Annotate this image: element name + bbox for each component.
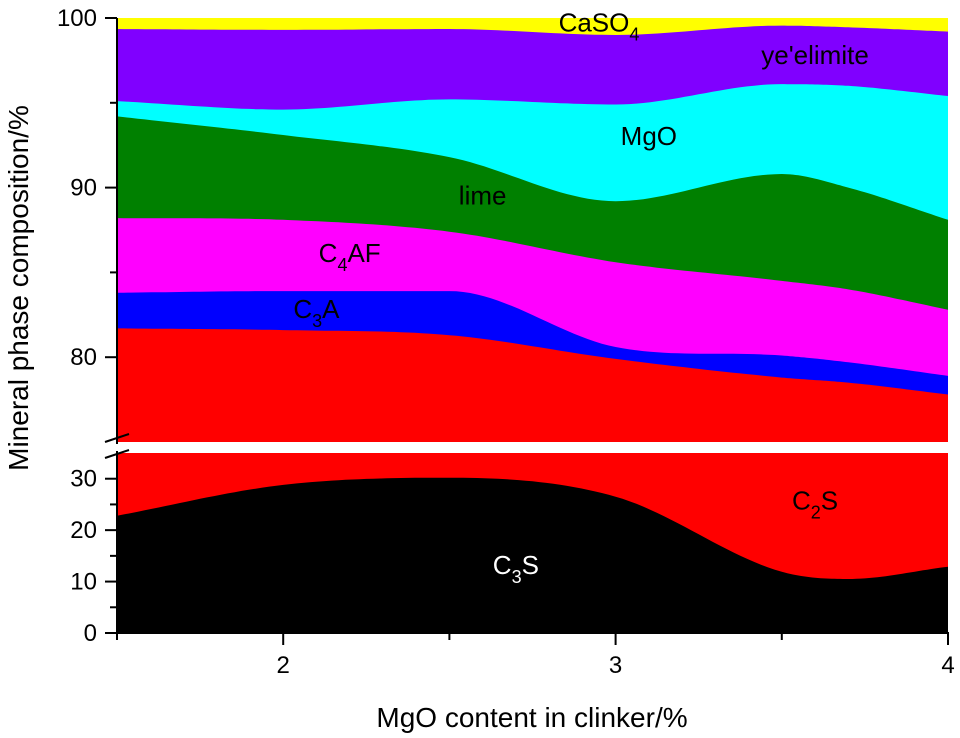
area-label-c2s: C2S	[792, 486, 838, 523]
area-label-c3s: C3S	[493, 550, 539, 587]
y-tick-label: 80	[70, 344, 97, 371]
area-label-lime: lime	[459, 181, 507, 211]
areas-lower-panel	[117, 453, 948, 633]
area-label-caso4: CaSO4	[559, 8, 640, 45]
x-tick-label: 2	[277, 652, 290, 679]
area-labels: CaSO4 ye'elimite MgO lime C4AF C3A C3S C2S	[293, 8, 868, 587]
x-axis-title: MgO content in clinker/%	[376, 702, 687, 733]
x-tick-label: 3	[609, 652, 622, 679]
y-tick-label: 100	[57, 5, 97, 32]
area-label-mgo: MgO	[621, 121, 677, 151]
area-label-yeelimite: ye'elimite	[761, 40, 869, 70]
area-c3s-lower	[117, 477, 948, 633]
axis-break-mark	[104, 433, 130, 443]
y-tick-label: 90	[70, 175, 97, 202]
axis-break-mark	[104, 449, 130, 459]
axes: 80 90 100 0 10 20 30 2 3 4	[57, 5, 955, 679]
y-tick-label: 0	[84, 620, 97, 647]
area-label-c4af: C4AF	[319, 238, 381, 275]
areas-upper-panel	[117, 18, 948, 443]
y-tick-label: 20	[70, 517, 97, 544]
x-tick-label: 4	[941, 652, 954, 679]
area-label-c3a: C3A	[293, 294, 340, 331]
y-tick-label: 10	[70, 569, 97, 596]
area-c2s-upper	[117, 328, 948, 442]
y-tick-label: 30	[70, 466, 97, 493]
y-axis-title: Mineral phase composition/%	[3, 105, 34, 471]
